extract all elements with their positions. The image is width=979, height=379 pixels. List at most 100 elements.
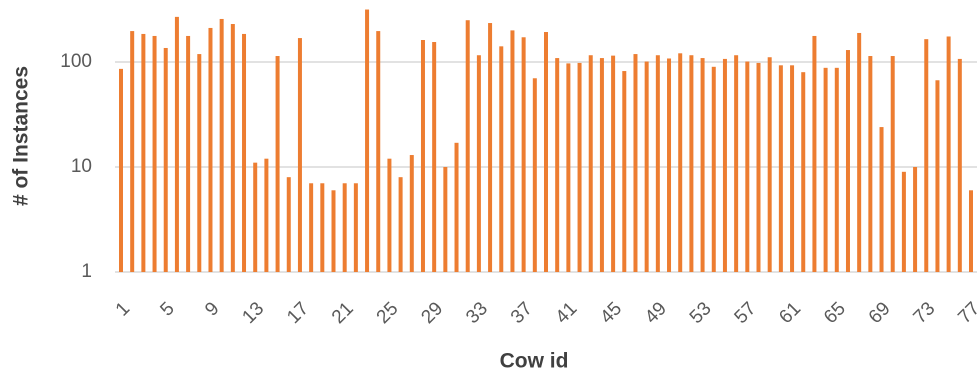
bar — [297, 38, 302, 272]
bar — [197, 54, 202, 273]
y-tick-label: 1 — [81, 261, 92, 282]
x-tick-label: 5 — [156, 298, 178, 320]
x-tick-label: 45 — [596, 298, 626, 328]
x-tick-label: 13 — [238, 298, 268, 328]
bar — [555, 58, 560, 272]
bar — [678, 53, 683, 272]
bar — [376, 31, 381, 272]
x-tick-label: 61 — [775, 298, 805, 328]
bar — [510, 30, 515, 273]
bar — [264, 158, 269, 272]
x-tick-label: 33 — [462, 298, 492, 328]
x-tick-label: 77 — [954, 298, 979, 328]
bar — [242, 33, 247, 273]
bar — [141, 33, 146, 273]
bar — [722, 58, 727, 272]
bar — [734, 55, 739, 273]
bar — [253, 162, 258, 272]
bar — [879, 127, 884, 272]
bar — [499, 46, 504, 272]
bar — [801, 72, 806, 272]
bar — [532, 78, 537, 272]
bar — [588, 55, 593, 273]
x-tick-label: 17 — [283, 298, 313, 328]
y-tick-label: 10 — [71, 156, 92, 177]
x-tick-label: 69 — [865, 298, 895, 328]
bar — [823, 67, 828, 273]
bar — [655, 55, 660, 273]
bar — [633, 54, 638, 273]
bar — [465, 20, 470, 273]
bar — [488, 23, 493, 273]
bar — [432, 42, 437, 273]
bar — [901, 171, 906, 272]
x-tick-label: 37 — [507, 298, 537, 328]
bar — [320, 183, 325, 272]
x-tick-label: 57 — [731, 298, 761, 328]
bar — [365, 9, 370, 272]
bar — [409, 155, 414, 272]
x-tick-label: 41 — [552, 298, 582, 328]
bar — [790, 65, 795, 272]
x-tick-label: 9 — [201, 298, 223, 320]
y-axis-title: # of Instances — [10, 66, 33, 206]
bar — [767, 57, 772, 272]
bar — [174, 16, 179, 273]
bar — [913, 167, 918, 272]
bar — [599, 58, 604, 272]
bar — [957, 58, 962, 272]
bar — [845, 50, 850, 272]
bar — [667, 58, 672, 272]
bar — [577, 62, 582, 272]
x-axis-title: Cow id — [500, 350, 569, 373]
bar — [286, 177, 291, 272]
bar — [622, 71, 627, 272]
bar — [566, 63, 571, 272]
bar — [331, 190, 336, 272]
bar — [186, 35, 191, 273]
bar — [275, 56, 280, 272]
bar — [521, 37, 526, 272]
x-tick-label: 73 — [910, 298, 940, 328]
bar — [219, 18, 224, 273]
bar — [924, 39, 929, 272]
x-tick-label: 53 — [686, 298, 716, 328]
bar — [208, 27, 213, 272]
bar — [342, 183, 347, 272]
bar — [756, 62, 761, 272]
bar — [230, 24, 235, 272]
bar — [834, 67, 839, 273]
bar — [443, 167, 448, 272]
x-tick-label: 65 — [820, 298, 850, 328]
bar — [454, 142, 459, 272]
bar — [745, 61, 750, 272]
x-tick-label: 21 — [328, 298, 358, 328]
bar — [398, 177, 403, 272]
bar — [387, 158, 392, 272]
bar — [130, 31, 135, 272]
x-tick-label: 1 — [112, 298, 134, 320]
bar — [700, 58, 705, 272]
x-tick-label: 29 — [417, 298, 447, 328]
bar — [163, 47, 168, 272]
bar — [812, 35, 817, 273]
x-tick-label: 49 — [641, 298, 671, 328]
bar — [152, 35, 157, 273]
bar — [969, 190, 973, 272]
bar — [868, 56, 873, 272]
bar — [476, 55, 481, 273]
bar — [119, 68, 123, 273]
bar — [857, 32, 862, 272]
x-tick-label: 25 — [373, 298, 403, 328]
bar — [353, 183, 358, 272]
bar — [946, 36, 951, 273]
bar — [689, 55, 694, 273]
bar — [611, 55, 616, 273]
bar — [890, 56, 895, 272]
bar — [544, 32, 548, 273]
bar — [935, 80, 940, 272]
bar — [778, 65, 783, 272]
bar — [420, 40, 425, 273]
y-tick-label: 100 — [60, 51, 92, 72]
